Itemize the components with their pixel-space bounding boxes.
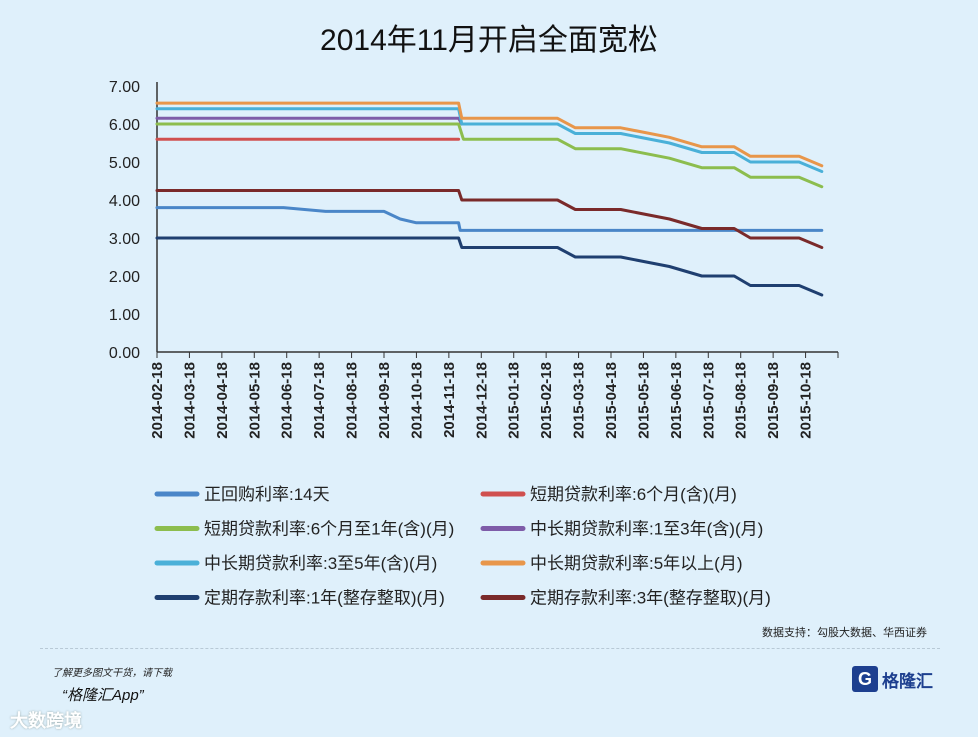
x-tick-label: 2015-01-18 [506,362,523,439]
series-line-6 [155,101,824,168]
x-tick-label: 2014-05-18 [246,362,263,439]
series-line-3 [155,122,824,189]
brand-logo: G 格隆汇 [852,666,933,692]
promo-app-name: “格隆汇App” [62,687,144,704]
x-tick-label: 2014-12-18 [473,362,490,439]
x-tick-label: 2014-03-18 [181,362,198,439]
legend-label: 中长期贷款利率:5年以上(月) [530,554,743,573]
series-line-5 [155,107,824,173]
legend-label: 中长期贷款利率:1至3年(含)(月) [530,520,763,539]
x-tick-label: 2014-09-18 [376,362,393,439]
y-tick-label: 4.00 [109,193,140,210]
data-source-note: 数据支持：勾股大数据、华西证券 [762,627,927,639]
brand-name: 格隆汇 [882,671,933,691]
x-tick-label: 2015-03-18 [571,362,588,439]
series-line-1 [155,206,824,232]
legend-label: 中长期贷款利率:3至5年(含)(月) [204,554,437,573]
series-line-7 [155,236,824,297]
x-tick-label: 2014-04-18 [214,362,231,439]
y-tick-label: 6.00 [109,117,140,134]
brand-mark-icon: G [852,666,878,692]
x-tick-label: 2014-11-18 [441,362,458,438]
y-tick-label: 1.00 [109,307,140,324]
y-tick-label: 0.00 [109,345,140,362]
x-tick-label: 2015-04-18 [603,362,620,439]
x-tick-label: 2015-09-18 [765,362,782,439]
x-tick-label: 2015-07-18 [700,362,717,439]
legend-label: 短期贷款利率:6个月(含)(月) [530,485,737,504]
x-tick-label: 2014-02-18 [149,362,166,439]
x-tick-label: 2015-05-18 [635,362,652,439]
y-tick-label: 3.00 [109,231,140,248]
y-tick-label: 5.00 [109,155,140,172]
legend-label: 正回购利率:14天 [204,485,330,504]
legend-label: 短期贷款利率:6个月至1年(含)(月) [204,520,454,539]
x-tick-label: 2015-08-18 [733,362,750,439]
x-tick-label: 2014-07-18 [311,362,328,439]
promo-text: 了解更多图文干货，请下载 [52,668,172,679]
x-tick-label: 2014-10-18 [408,362,425,439]
x-tick-label: 2015-06-18 [668,362,685,439]
y-tick-label: 7.00 [109,79,140,96]
x-tick-label: 2015-02-18 [538,362,555,439]
series-line-8 [155,189,824,249]
y-tick-label: 2.00 [109,269,140,286]
legend-label: 定期存款利率:1年(整存整取)(月) [204,589,445,608]
x-tick-label: 2014-06-18 [279,362,296,439]
x-tick-label: 2015-10-18 [798,362,815,439]
legend-label: 定期存款利率:3年(整存整取)(月) [530,589,771,608]
chart-title: 2014年11月开启全面宽松 [320,24,658,57]
x-tick-label: 2014-08-18 [344,362,361,439]
divider [40,648,940,649]
watermark-text: 大数跨境 [10,711,82,731]
